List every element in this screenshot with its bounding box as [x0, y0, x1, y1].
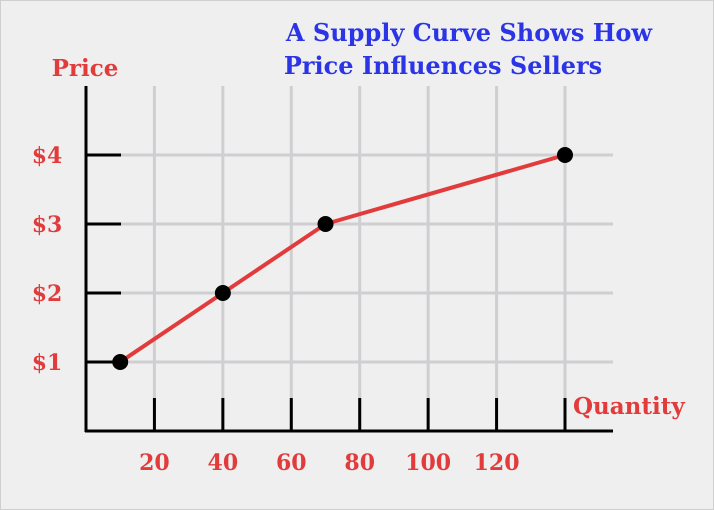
x-tick-label-5: 120 [474, 450, 520, 476]
series-line-0 [118, 153, 567, 364]
chart-title-line-1: A Supply Curve Shows How [285, 18, 654, 47]
x-tick-label-0: 20 [139, 450, 170, 476]
data-point-0 [112, 354, 129, 370]
x-tick-label-1: 40 [208, 450, 239, 476]
series [118, 153, 567, 364]
axes [84, 86, 613, 433]
chart-title-line-2: Price Influences Sellers [284, 51, 602, 80]
x-tick-label-4: 100 [405, 450, 451, 476]
y-tick-label-2: $3 [32, 212, 63, 238]
ticks: 20 40 60 80 100 120 $1 $2 $3 $4 [32, 143, 567, 476]
y-tick-label-1: $2 [32, 281, 63, 307]
y-tick-label-0: $1 [32, 350, 63, 376]
x-axis-label: Quantity [573, 393, 685, 420]
y-tick-label-3: $4 [32, 143, 63, 169]
data-point-1 [214, 285, 231, 301]
labels: A Supply Curve Shows How Price Influence… [52, 18, 686, 420]
x-tick-label-2: 60 [276, 450, 307, 476]
grid [86, 86, 613, 431]
points [112, 147, 573, 370]
data-point-3 [557, 147, 573, 163]
y-axis-label: Price [52, 55, 119, 82]
x-tick-label-3: 80 [344, 450, 375, 476]
data-point-2 [317, 216, 334, 232]
